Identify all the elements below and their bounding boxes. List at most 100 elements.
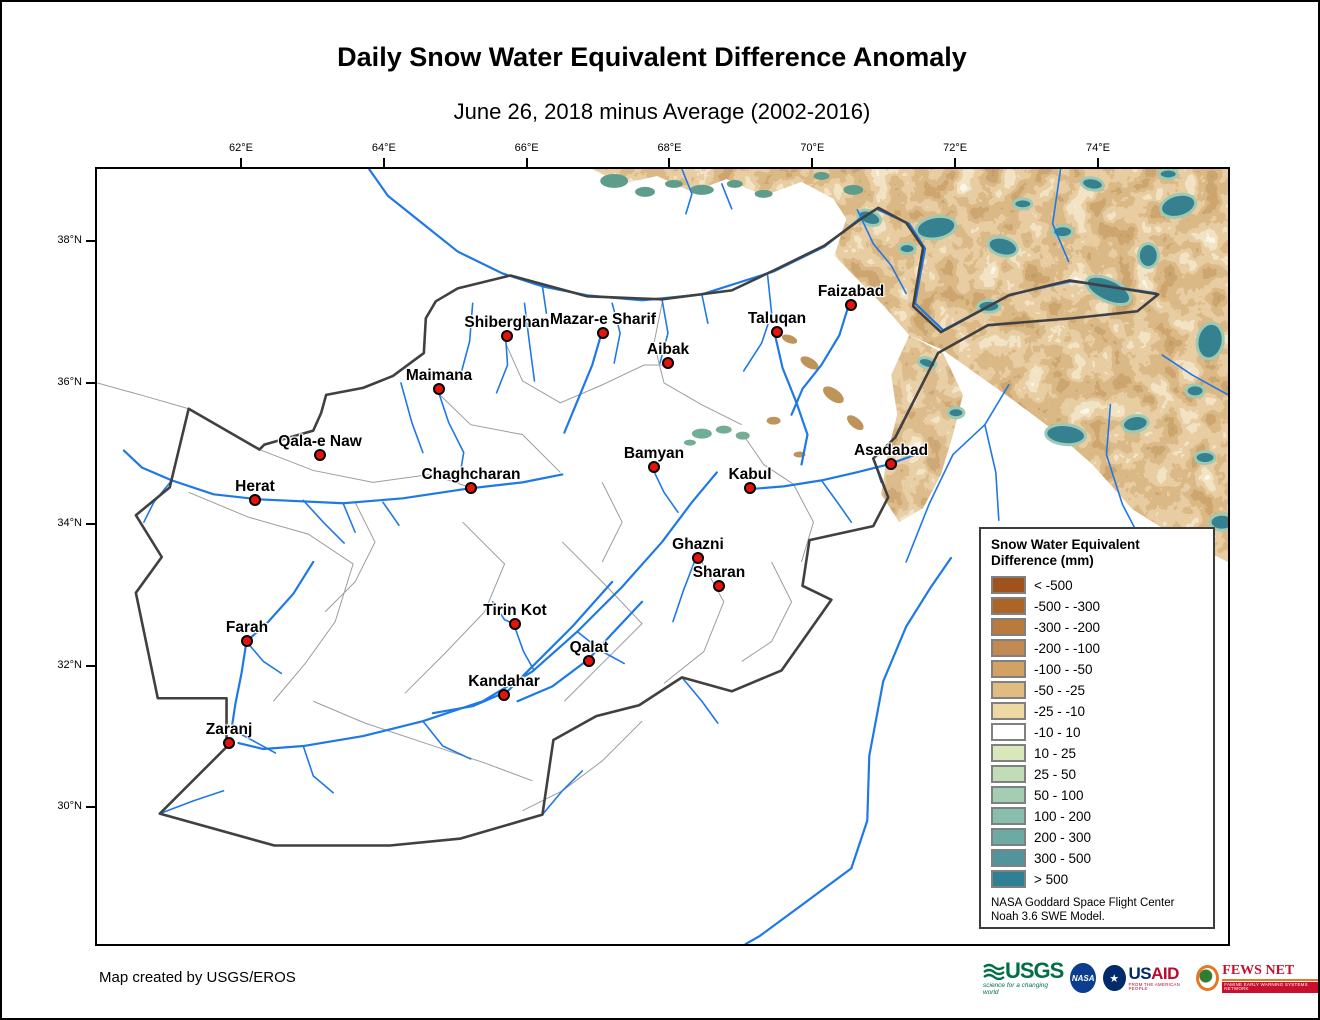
usaid-wordmark-us: US [1128, 963, 1152, 983]
city-label: Qalat [569, 639, 609, 656]
nasa-logo: NASA [1070, 963, 1096, 993]
latitude-label: 34°N [57, 517, 82, 529]
city-label: Shiberghan [464, 314, 550, 331]
city-label: Aibak [646, 341, 690, 358]
city-marker-chaghcharan [465, 482, 477, 494]
legend-source-line1: NASA Goddard Space Flight Center [991, 897, 1175, 909]
city-marker-aibak [662, 357, 674, 369]
legend-swatch [991, 681, 1026, 699]
longitude-label: 62°E [229, 142, 253, 154]
longitude-tick [811, 158, 814, 167]
legend-swatch [991, 576, 1026, 594]
city-label: Asadabad [853, 442, 929, 459]
legend-swatch [991, 765, 1026, 783]
legend-row-label: 200 - 300 [1034, 829, 1092, 845]
latitude-label: 38°N [57, 234, 82, 246]
legend-swatch [991, 828, 1026, 846]
legend-row-label: > 500 [1034, 871, 1069, 887]
fewsnet-logo: FEWS NET FAMINE EARLY WARNING SYSTEMS NE… [1196, 963, 1318, 993]
legend-swatch [991, 618, 1026, 636]
legend-swatch [991, 786, 1026, 804]
city-marker-herat [249, 494, 261, 506]
city-marker-taluqan [771, 326, 783, 338]
city-label: Mazar-e Sharif [550, 311, 656, 328]
city-marker-maimana [433, 383, 445, 395]
legend-row: < -500 [991, 575, 1203, 595]
latitude-tick [86, 806, 95, 808]
legend-swatch [991, 744, 1026, 762]
river-tributaries [143, 169, 1228, 816]
city-marker-kabul [744, 482, 756, 494]
city-marker-mazar-e-sharif [597, 327, 609, 339]
legend-swatch [991, 639, 1026, 657]
city-label: Maimana [405, 367, 473, 384]
legend-swatch [991, 849, 1026, 867]
legend-row: -50 - -25 [991, 680, 1203, 700]
longitude-label: 68°E [657, 142, 682, 154]
legend-row: 10 - 25 [991, 743, 1203, 763]
longitude-tick [668, 158, 671, 167]
usgs-logo: USGS science for a changing world [983, 960, 1064, 996]
city-label: Zaranj [205, 721, 253, 738]
legend-swatch [991, 807, 1026, 825]
positive-anomaly-patches-north [600, 171, 864, 198]
legend-row: -500 - -300 [991, 596, 1203, 616]
longitude-label: 72°E [943, 142, 968, 154]
longitude-tick [382, 158, 385, 167]
legend-row: 200 - 300 [991, 827, 1203, 847]
legend-row-label: -50 - -25 [1034, 682, 1086, 698]
longitude-tick [1096, 158, 1099, 167]
city-marker-tirin-kot [509, 618, 521, 630]
longitude-tick [525, 158, 528, 167]
legend-row: -300 - -200 [991, 617, 1203, 637]
city-label: Qala-e Naw [278, 433, 362, 450]
legend-row: 300 - 500 [991, 848, 1203, 868]
legend-row-label: -300 - -200 [1034, 619, 1101, 635]
legend-row-label: 100 - 200 [1034, 808, 1092, 824]
city-marker-bamyan [648, 461, 660, 473]
city-label: Farah [225, 619, 269, 636]
nasa-wordmark: NASA [1071, 973, 1095, 983]
legend-row-label: -200 - -100 [1034, 640, 1101, 656]
map-subtitle: June 26, 2018 minus Average (2002-2016) [453, 99, 871, 124]
city-marker-farah [241, 635, 253, 647]
legend-row: 50 - 100 [991, 785, 1203, 805]
positive-anomaly-lakes [856, 169, 1228, 532]
usaid-seal-icon: ★ [1102, 965, 1126, 991]
legend-row-label: 300 - 500 [1034, 850, 1092, 866]
city-marker-zaranj [223, 737, 235, 749]
legend-row-label: 50 - 100 [1034, 787, 1084, 803]
city-marker-sharan [713, 580, 725, 592]
city-marker-asadabad [885, 458, 897, 470]
legend-row: -25 - -10 [991, 701, 1203, 721]
city-label: Tirin Kot [483, 602, 547, 619]
usgs-tagline: science for a changing world [983, 982, 1049, 996]
usaid-logo: ★ USAID FROM THE AMERICAN PEOPLE [1102, 963, 1189, 992]
latitude-tick [86, 523, 95, 525]
legend-swatch [991, 723, 1026, 741]
terrain-northeast [592, 169, 1228, 562]
legend-row: 100 - 200 [991, 806, 1203, 826]
latitude-label: 36°N [57, 375, 82, 388]
latitude-tick [86, 664, 95, 667]
legend-swatch [991, 870, 1026, 888]
fewsnet-tagline: FAMINE EARLY WARNING SYSTEMS NETWORK [1222, 981, 1318, 993]
legend-title-line2: Difference (mm) [991, 553, 1094, 568]
latitude-tick [86, 240, 95, 242]
city-label: Faizabad [817, 283, 885, 300]
latitude-tick [86, 381, 95, 384]
city-label: Kandahar [468, 673, 540, 690]
legend-row: 25 - 50 [991, 764, 1203, 784]
longitude-tick [954, 158, 957, 167]
legend-row-label: -25 - -10 [1034, 703, 1086, 719]
city-marker-kandahar [498, 689, 510, 701]
legend-rows: < -500 -500 - -300 -300 - -200 -200 - -100 -… [991, 575, 1203, 889]
legend-swatch [991, 597, 1026, 615]
legend-row-label: -100 - -50 [1034, 661, 1093, 677]
map-credit: Map created by USGS/EROS [99, 969, 296, 986]
map-graphic [97, 169, 1228, 944]
country-boundary [134, 206, 1160, 847]
terrain-patches [766, 334, 864, 458]
legend-row-label: 10 - 25 [1034, 745, 1077, 761]
